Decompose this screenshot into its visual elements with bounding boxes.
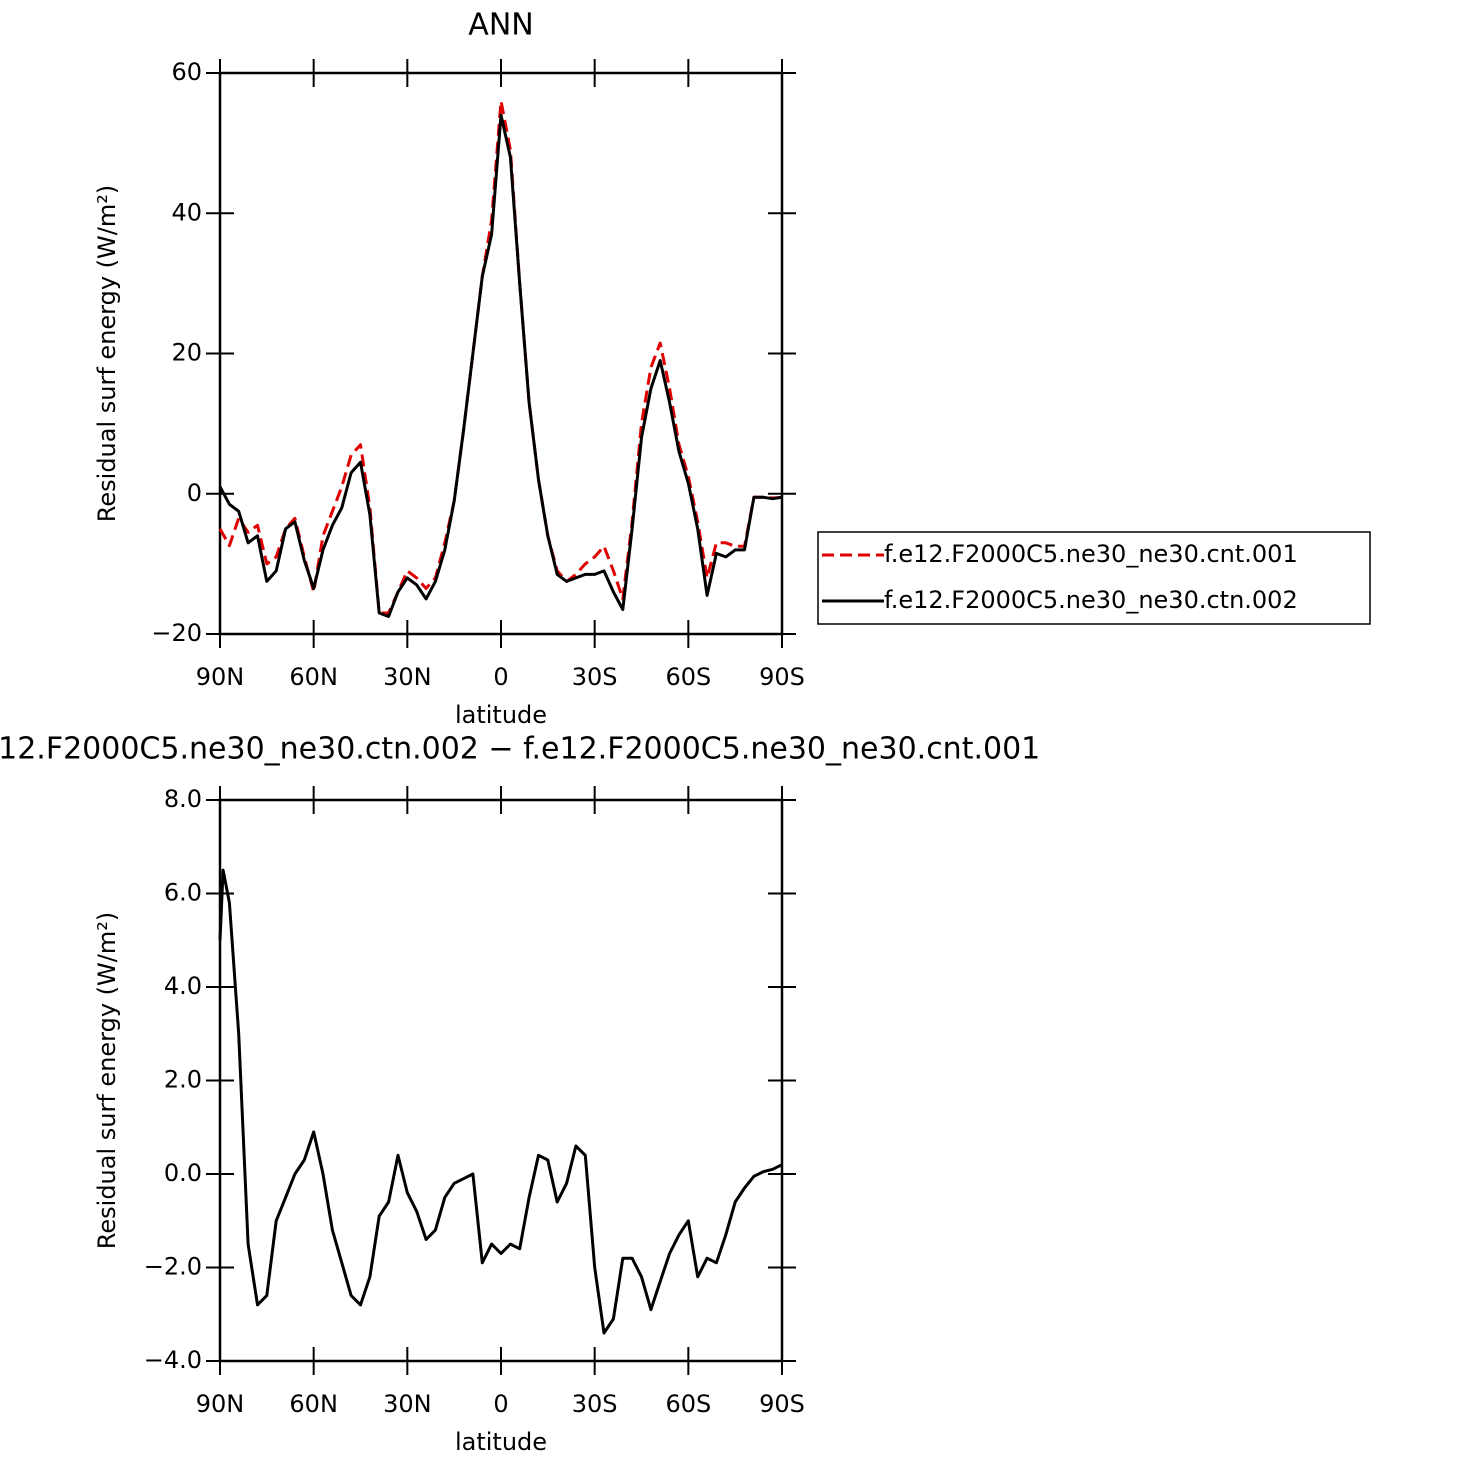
y-tick-label: 20	[171, 339, 202, 367]
x-tick-label: 30N	[383, 663, 432, 691]
legend-label: f.e12.F2000C5.ne30_ne30.ctn.002	[884, 586, 1298, 614]
y-tick-label: 40	[171, 198, 202, 226]
y-tick-label: −2.0	[144, 1253, 202, 1281]
y-tick-label: 0.0	[164, 1159, 202, 1187]
x-tick-label: 90N	[196, 1390, 245, 1418]
y-tick-label: 60	[171, 58, 202, 86]
x-tick-label: 60S	[665, 1390, 711, 1418]
y-tick-label: 4.0	[164, 972, 202, 1000]
y-tick-label: 0	[187, 479, 202, 507]
x-tick-label: 0	[493, 663, 508, 691]
x-tick-label: 30N	[383, 1390, 432, 1418]
x-tick-label: 60N	[289, 663, 338, 691]
x-tick-label: 90N	[196, 663, 245, 691]
x-tick-label: 30S	[572, 1390, 618, 1418]
y-tick-label: −4.0	[144, 1346, 202, 1374]
y-tick-label: 8.0	[164, 785, 202, 813]
legend-box	[817, 531, 1371, 625]
x-tick-label: 60S	[665, 663, 711, 691]
y-axis-title: Residual surf energy (W/m²)	[93, 912, 121, 1249]
data-line	[218, 113, 783, 618]
x-tick-label: 60N	[289, 1390, 338, 1418]
y-axis-title: Residual surf energy (W/m²)	[93, 185, 121, 522]
legend-label: f.e12.F2000C5.ne30_ne30.cnt.001	[884, 540, 1298, 568]
x-axis-title: latitude	[455, 1428, 547, 1456]
chart-title: f.e12.F2000C5.ne30_ne30.ctn.002 − f.e12.…	[0, 732, 1040, 767]
x-tick-label: 90S	[759, 663, 805, 691]
plot-frame	[218, 798, 784, 1363]
chart-title: ANN	[468, 8, 533, 43]
x-tick-label: 0	[493, 1390, 508, 1418]
x-tick-label: 30S	[572, 663, 618, 691]
x-axis-title: latitude	[455, 701, 547, 729]
y-tick-label: 6.0	[164, 879, 202, 907]
plot-frame	[218, 71, 784, 636]
x-tick-label: 90S	[759, 1390, 805, 1418]
y-tick-label: −20	[151, 619, 202, 647]
y-tick-label: 2.0	[164, 1066, 202, 1094]
data-line	[218, 868, 783, 1335]
